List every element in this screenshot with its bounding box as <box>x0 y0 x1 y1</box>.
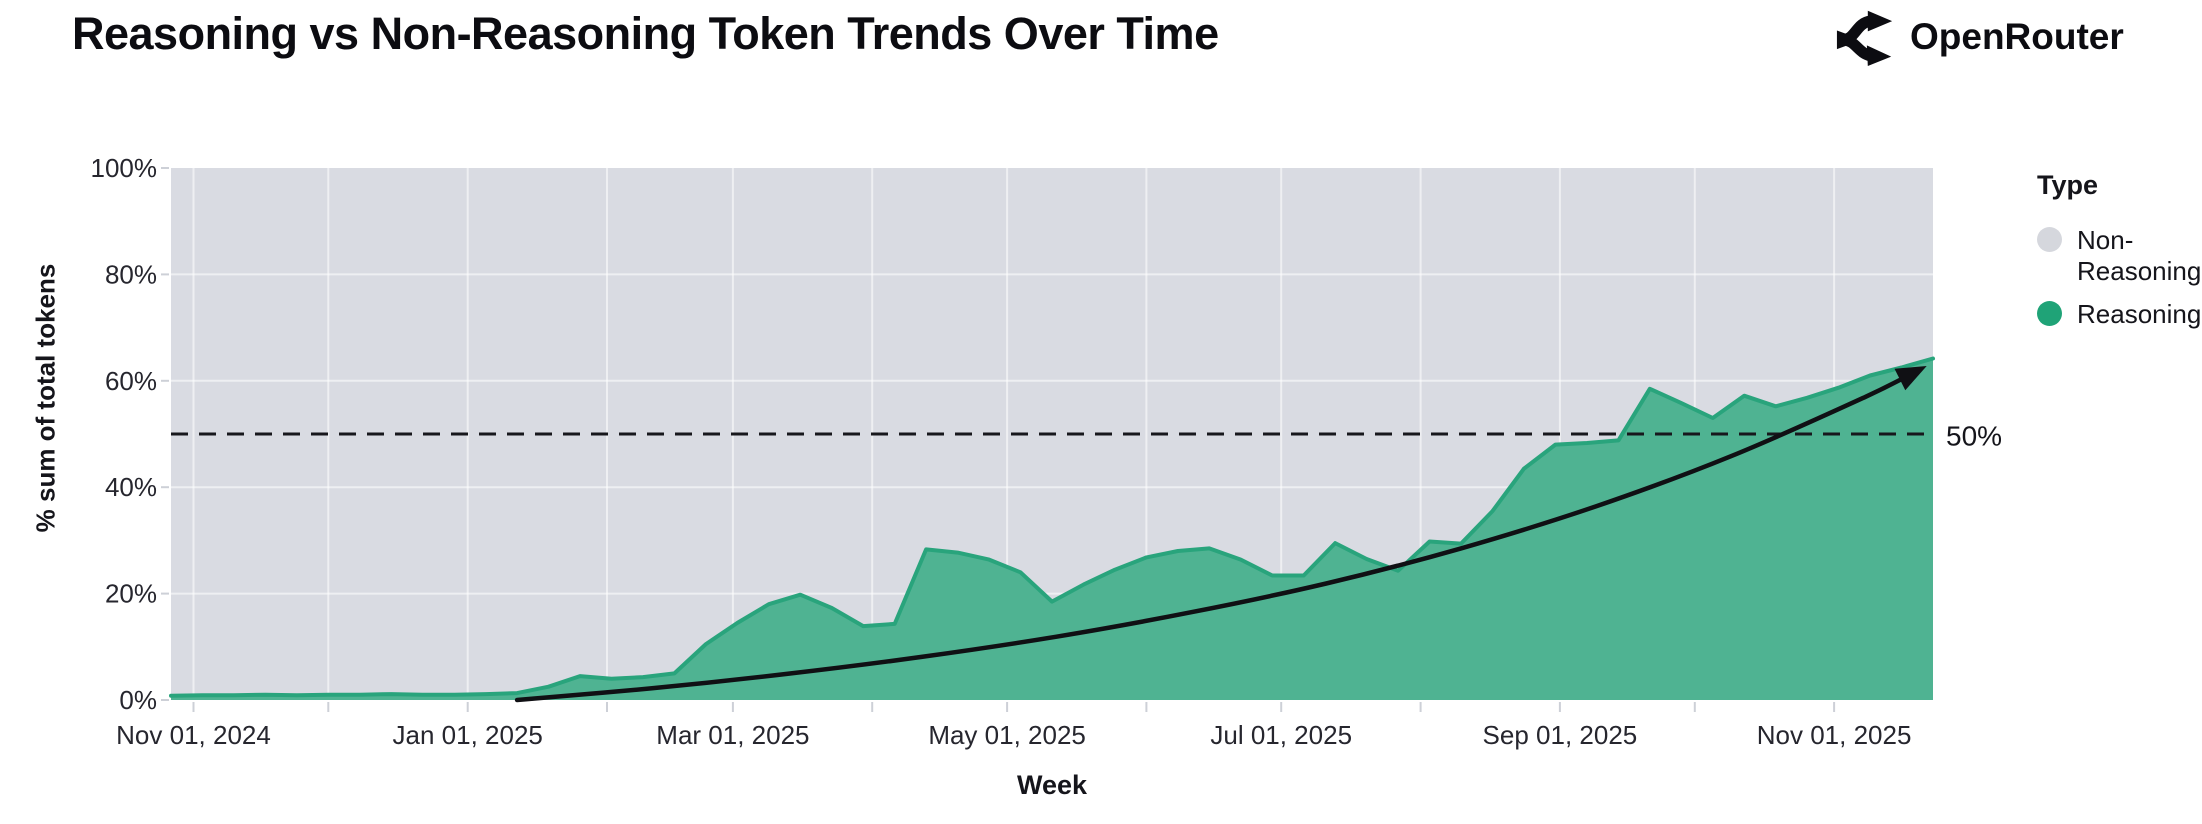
y-tick-label: 60% <box>105 366 157 396</box>
x-tick-label: Sep 01, 2025 <box>1483 720 1638 750</box>
trend-arrowhead <box>1894 366 1927 391</box>
x-tick-label: Jul 01, 2025 <box>1210 720 1352 750</box>
legend-swatch-reasoning <box>2037 301 2062 327</box>
x-axis-title: Week <box>1016 770 1088 800</box>
x-tick-label: Nov 01, 2025 <box>1757 720 1912 750</box>
legend-swatch-non-reasoning <box>2037 227 2062 252</box>
trend-line <box>514 367 1922 703</box>
fifty-percent-label: 50% <box>1946 420 2003 452</box>
y-tick-label: 80% <box>105 259 157 289</box>
openrouter-icon <box>1836 10 1893 66</box>
legend-label-reasoning: Reasoning <box>2077 299 2202 330</box>
legend-item-non-reasoning: Non-Reasoning <box>2037 225 2202 286</box>
y-axis-title: % sum of total tokens <box>30 263 61 533</box>
legend: Type Non-Reasoning Reasoning <box>2037 170 2202 343</box>
legend-item-reasoning: Reasoning <box>2037 299 2202 330</box>
legend-title: Type <box>2037 170 2099 200</box>
page-title: Reasoning vs Non-Reasoning Token Trends … <box>72 8 1219 59</box>
x-tick-label: Jan 01, 2025 <box>393 720 543 750</box>
legend-label-non-reasoning: Non-Reasoning <box>2077 225 2202 286</box>
y-tick-label: 100% <box>91 153 158 183</box>
reasoning-area <box>171 358 1933 700</box>
y-tick-label: 20% <box>105 579 157 609</box>
y-tick-label: 0% <box>119 685 157 715</box>
openrouter-logo: OpenRouter <box>1836 8 2124 66</box>
x-tick-label: May 01, 2025 <box>928 720 1086 750</box>
x-tick-label: Mar 01, 2025 <box>656 720 809 750</box>
openrouter-wordmark: OpenRouter <box>1910 16 2124 57</box>
y-tick-label: 40% <box>105 472 157 502</box>
x-tick-label: Nov 01, 2024 <box>116 720 271 750</box>
reasoning-line <box>169 356 1935 698</box>
